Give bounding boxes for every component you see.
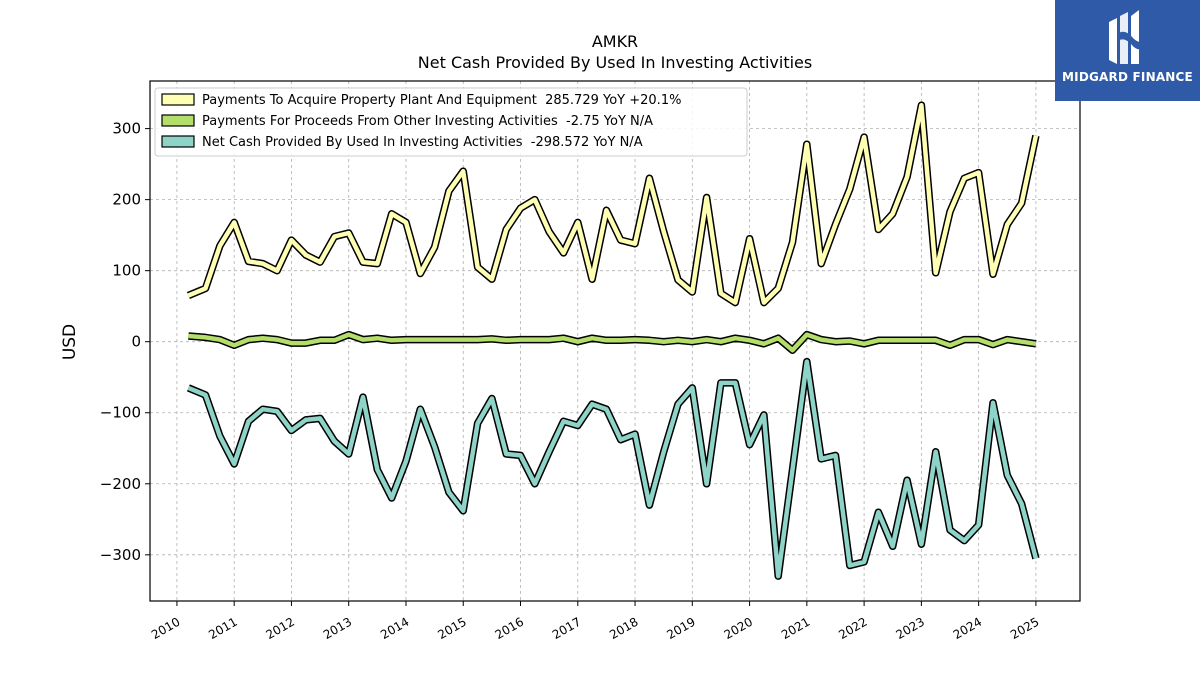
brand-name: MIDGARD FINANCE bbox=[1062, 70, 1193, 84]
x-tick-label: 2011 bbox=[206, 615, 239, 642]
x-tick-label: 2019 bbox=[664, 615, 697, 642]
plot-frame bbox=[149, 80, 1081, 602]
series-net-investing-line bbox=[187, 359, 1039, 579]
y-tick-label: −300 bbox=[100, 546, 141, 564]
y-tick-label: −200 bbox=[100, 475, 141, 493]
legend-label-net: Net Cash Provided By Used In Investing A… bbox=[202, 135, 643, 150]
legend-swatch-net bbox=[161, 135, 195, 148]
legend-label-capex: Payments To Acquire Property Plant And E… bbox=[202, 93, 681, 108]
brand-logo: MIDGARD FINANCE bbox=[1055, 0, 1200, 101]
x-tick-label: 2025 bbox=[1008, 615, 1041, 642]
x-tick-label: 2022 bbox=[836, 615, 869, 642]
legend-label-other: Payments For Proceeds From Other Investi… bbox=[202, 114, 653, 129]
y-tick-label: 100 bbox=[112, 262, 141, 280]
x-tick-label: 2014 bbox=[378, 615, 411, 642]
legend: Payments To Acquire Property Plant And E… bbox=[154, 87, 748, 157]
x-tick-label: 2020 bbox=[722, 615, 755, 642]
y-tick-label: 300 bbox=[112, 120, 141, 138]
x-tick-label: 2010 bbox=[149, 615, 182, 642]
y-tick-label: 0 bbox=[131, 333, 141, 351]
chart-title: AMKR bbox=[592, 32, 638, 51]
midgard-logo-icon bbox=[1109, 10, 1147, 64]
series-other-investing-line bbox=[188, 332, 1037, 353]
series-lines bbox=[186, 101, 1040, 580]
legend-swatch-capex bbox=[161, 93, 195, 106]
y-axis-label: USD bbox=[60, 324, 80, 360]
x-tick-label: 2013 bbox=[321, 615, 354, 642]
x-tick-label: 2021 bbox=[779, 615, 812, 642]
x-tick-label: 2024 bbox=[951, 615, 984, 642]
x-tick-label: 2023 bbox=[893, 615, 926, 642]
y-tick-label: 200 bbox=[112, 191, 141, 209]
chart-subtitle: Net Cash Provided By Used In Investing A… bbox=[418, 53, 812, 72]
series-capex-line bbox=[187, 102, 1039, 305]
series-net-investing-outline bbox=[186, 357, 1040, 580]
y-tick-label: −100 bbox=[100, 404, 141, 422]
x-tick-label: 2015 bbox=[435, 615, 468, 642]
x-tick-label: 2018 bbox=[607, 615, 640, 642]
x-tick-label: 2012 bbox=[264, 615, 297, 642]
legend-swatch-other bbox=[161, 114, 195, 127]
x-tick-label: 2016 bbox=[493, 615, 526, 642]
x-tick-label: 2017 bbox=[550, 615, 583, 642]
legend-box bbox=[154, 87, 748, 157]
